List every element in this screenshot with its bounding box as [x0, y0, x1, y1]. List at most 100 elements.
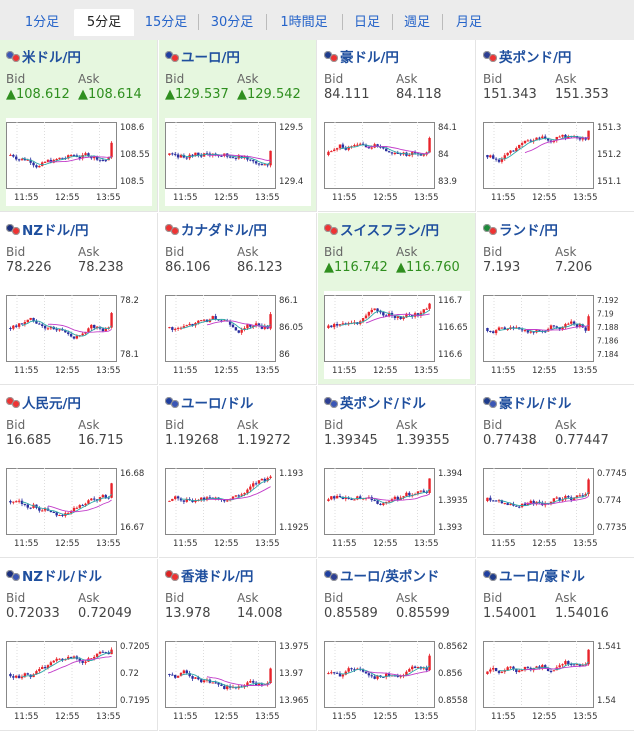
mini-chart[interactable]: 13.975 13.97 13.965 11:55 12:55 13:55 [165, 637, 311, 725]
y-tick-label: 0.7745 [597, 469, 627, 479]
pair-title-link[interactable]: 香港ドル/円 [165, 565, 253, 585]
mini-chart[interactable]: 0.8562 0.856 0.8558 11:55 12:55 13:55 [324, 637, 470, 725]
pair-title-link[interactable]: ランド/円 [483, 219, 558, 239]
tab-2[interactable]: 15分足 [144, 15, 188, 30]
candle-body [263, 164, 266, 166]
pair-title-link[interactable]: NZドル/ドル [6, 565, 102, 585]
candle-body [23, 158, 27, 161]
ma-long-line [206, 486, 271, 500]
pair-title-link[interactable]: ユーロ/ドル [165, 392, 253, 412]
mini-chart[interactable]: 116.7 116.65 116.6 11:55 12:55 13:55 [324, 291, 470, 379]
x-tick-label: 12:55 [532, 539, 557, 549]
pair-title-link[interactable]: ユーロ/英ポンド [324, 565, 439, 585]
ca-jp-flag-icon [165, 224, 179, 236]
candle-body [422, 309, 425, 313]
mini-chart[interactable]: 16.68 16.67 11:55 12:55 13:55 [6, 464, 152, 552]
candle-body [512, 503, 515, 506]
pair-card[interactable]: スイスフラン/円 Bid Ask ▲116.742 ▲116.760 116.7 116.6… [318, 213, 476, 385]
ma-long-line [47, 155, 112, 163]
pair-card[interactable]: ユーロ/円 Bid Ask ▲129.537 ▲129.542 129.5 129.4 11:… [159, 40, 317, 212]
pair-card[interactable]: ランド/円 Bid Ask 7.193 7.206 7.192 7.19 7.188 7.186… [477, 213, 634, 385]
pair-title-link[interactable]: 人民元/円 [6, 392, 81, 412]
candle-body [515, 505, 518, 507]
mini-chart[interactable]: 1.541 1.54 11:55 12:55 13:55 [483, 637, 629, 725]
pair-card[interactable]: NZドル/ドル Bid Ask 0.72033 0.72049 0.7205 0.72 0.7… [0, 559, 158, 731]
candle-body [93, 156, 96, 159]
pair-title-link[interactable]: 豪ドル/円 [324, 46, 399, 66]
candle-body [587, 130, 590, 140]
pair-card[interactable]: ユーロ/豪ドル Bid Ask 1.54001 1.54016 1.541 1.54 11:5… [477, 559, 634, 731]
pair-title-link[interactable]: 英ポンド/円 [483, 46, 571, 66]
y-tick-label: 0.8558 [438, 696, 468, 706]
candle-body [231, 496, 235, 500]
ask-label: Ask [396, 245, 418, 259]
candle-body [578, 324, 582, 327]
pair-card[interactable]: ユーロ/ドル Bid Ask 1.19268 1.19272 1.193 1.1925 11:… [159, 386, 317, 558]
tab-4[interactable]: 1時間足 [280, 15, 328, 30]
tab-1[interactable]: 5分足 [74, 9, 134, 36]
candle-body [243, 493, 246, 495]
mini-chart[interactable]: 0.7205 0.72 0.7195 11:55 12:55 13:55 [6, 637, 152, 725]
bid-value: ▲116.742 [324, 260, 388, 275]
pair-title-link[interactable]: カナダドル/円 [165, 219, 267, 239]
pair-card[interactable]: ユーロ/英ポンド Bid Ask 0.85589 0.85599 0.8562 0.856 0… [318, 559, 476, 731]
ma-long-line [47, 655, 112, 674]
pair-title-link[interactable]: ユーロ/円 [165, 46, 240, 66]
candle-body [425, 667, 428, 671]
mini-chart[interactable]: 1.394 1.3935 1.393 11:55 12:55 13:55 [324, 464, 470, 552]
pair-card[interactable]: 米ドル/円 Bid Ask ▲108.612 ▲108.614 108.6 108.55 10… [0, 40, 158, 212]
candle-body [379, 311, 382, 313]
candle-body [526, 666, 530, 668]
timeframe-tabs: 1分足 5分足 15分足 30分足 1時間足 日足 週足 月足 [0, 0, 634, 40]
tab-6[interactable]: 週足 [403, 15, 430, 30]
pair-title-link[interactable]: スイスフラン/円 [324, 219, 439, 239]
y-tick-label: 7.184 [597, 350, 619, 359]
pair-card[interactable]: NZドル/円 Bid Ask 78.226 78.238 78.2 78.1 11:55 12:… [0, 213, 158, 385]
candle-body [567, 661, 570, 665]
pair-card[interactable]: 豪ドル/円 Bid Ask 84.111 84.118 84.1 84 83.9 11:55 12… [318, 40, 476, 212]
candle-body [564, 661, 567, 665]
pair-card[interactable]: 英ポンド/円 Bid Ask 151.343 151.353 151.3 151.2 151.… [477, 40, 634, 212]
pair-title-link[interactable]: NZドル/円 [6, 219, 89, 239]
ask-label: Ask [396, 418, 418, 432]
candle-body [561, 499, 564, 501]
candle-body [41, 324, 44, 326]
tab-5[interactable]: 日足 [353, 15, 380, 30]
mini-chart[interactable]: 108.6 108.55 108.5 11:55 12:55 13:55 [6, 118, 152, 206]
pair-title-link[interactable]: 豪ドル/ドル [483, 392, 571, 412]
y-tick-label: 78.2 [120, 296, 139, 306]
mini-chart[interactable]: 7.192 7.19 7.188 7.186 7.184 11:55 12:55 13:55 [483, 291, 629, 379]
candle-body [422, 154, 425, 156]
chart-frame [6, 641, 117, 708]
candle-body [399, 153, 402, 155]
x-tick-label: 12:55 [55, 366, 80, 376]
pair-title-link[interactable]: ユーロ/豪ドル [483, 565, 585, 585]
chart-frame [324, 295, 435, 362]
mini-chart[interactable]: 151.3 151.2 151.1 11:55 12:55 13:55 [483, 118, 629, 206]
candle-body [494, 330, 498, 334]
mini-chart[interactable]: 0.7745 0.774 0.7735 11:55 12:55 13:55 [483, 464, 629, 552]
tab-7[interactable]: 月足 [455, 15, 482, 30]
mini-chart[interactable]: 129.5 129.4 11:55 12:55 13:55 [165, 118, 311, 206]
x-tick-label: 11:55 [173, 193, 198, 203]
pair-title-link[interactable]: 英ポンド/ドル [324, 392, 426, 412]
mini-chart[interactable]: 84.1 84 83.9 11:55 12:55 13:55 [324, 118, 470, 206]
mini-chart[interactable]: 86.1 86.05 86 11:55 12:55 13:55 [165, 291, 311, 379]
tab-3[interactable]: 30分足 [210, 15, 254, 30]
candle-body [347, 322, 350, 324]
ask-label: Ask [237, 591, 259, 605]
pair-card[interactable]: 英ポンド/ドル Bid Ask 1.39345 1.39355 1.394 1.3935 1.… [318, 386, 476, 558]
mini-chart[interactable]: 78.2 78.1 11:55 12:55 13:55 [6, 291, 152, 379]
candle-body [202, 319, 206, 321]
pair-card[interactable]: 人民元/円 Bid Ask 16.685 16.715 16.68 16.67 11:55 12… [0, 386, 158, 558]
mini-chart[interactable]: 1.193 1.1925 11:55 12:55 13:55 [165, 464, 311, 552]
pair-card[interactable]: 香港ドル/円 Bid Ask 13.978 14.008 13.975 13.97 13.96… [159, 559, 317, 731]
candle-body [356, 144, 359, 146]
pair-card[interactable]: 豪ドル/ドル Bid Ask 0.77438 0.77447 0.7745 0.774 0.7… [477, 386, 634, 558]
candle-body [95, 156, 99, 160]
pair-card[interactable]: カナダドル/円 Bid Ask 86.106 86.123 86.1 86.05 86 11:5… [159, 213, 317, 385]
y-tick-label: 108.55 [120, 150, 150, 160]
pair-title-link[interactable]: 米ドル/円 [6, 46, 81, 66]
tab-0[interactable]: 1分足 [24, 15, 60, 30]
candle-body [49, 662, 53, 666]
